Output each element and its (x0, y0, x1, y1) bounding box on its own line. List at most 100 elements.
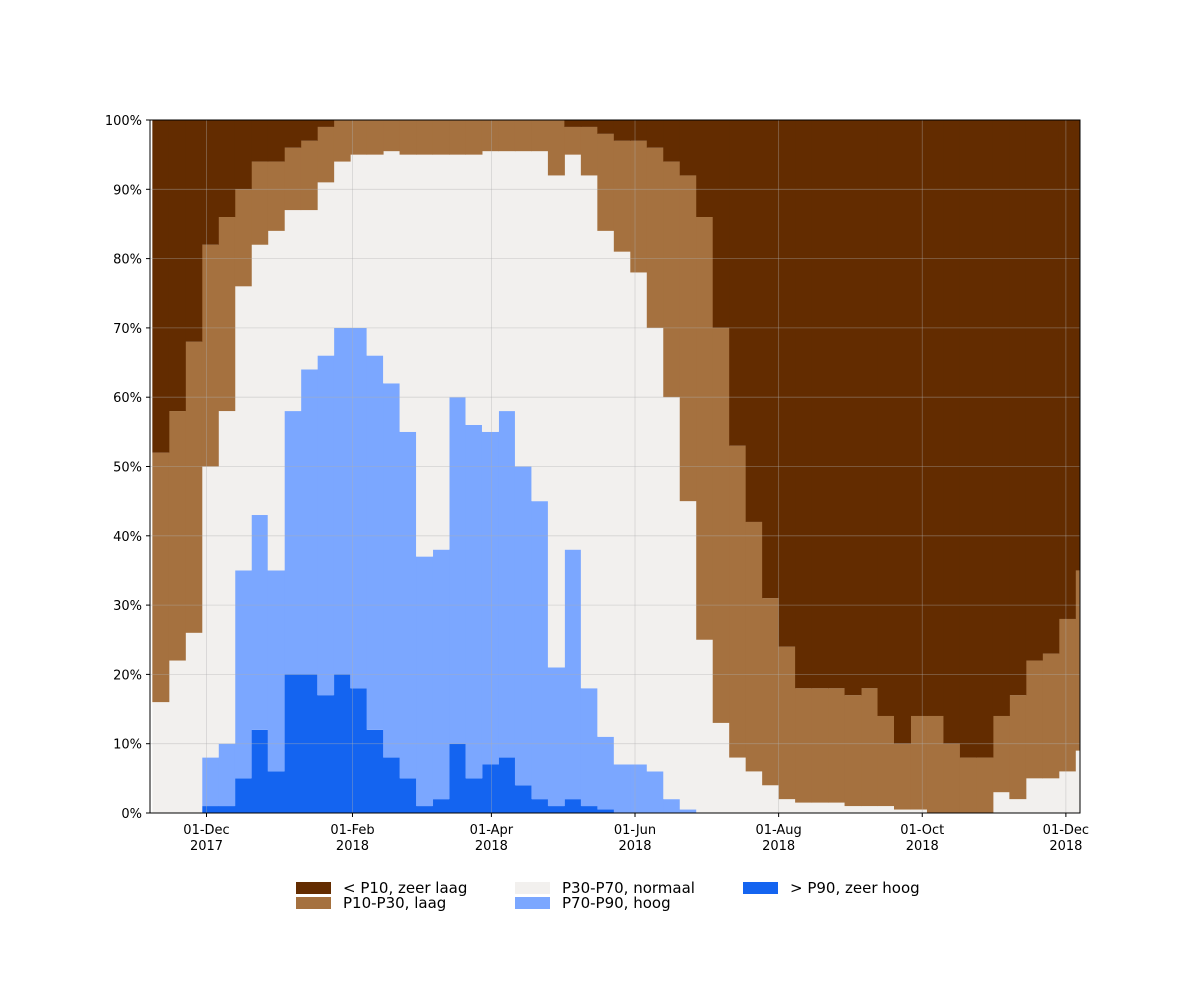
bar-segment (564, 549, 582, 800)
bar-segment (547, 120, 565, 176)
bar-segment (185, 341, 203, 633)
bar-segment (350, 327, 368, 689)
bar-segment (481, 431, 499, 765)
bar-segment (1058, 120, 1076, 619)
y-tick-label: 20% (113, 668, 142, 683)
bar-segment (630, 764, 648, 813)
bar-segment (811, 120, 829, 689)
bar-segment (284, 411, 302, 675)
bar-segment (894, 743, 911, 810)
bar-segment (366, 154, 384, 356)
bar-segment (333, 120, 351, 162)
bar-segment (1009, 695, 1027, 800)
y-tick-label: 40% (113, 530, 142, 545)
bar-segment (597, 230, 615, 737)
bar-segment (861, 120, 879, 689)
bar-segment (1025, 120, 1043, 661)
bar-segment (251, 161, 269, 245)
bar-segment (811, 688, 829, 803)
bar-segment (630, 140, 648, 273)
bar-segment (959, 757, 977, 813)
bar-segment (383, 757, 401, 813)
x-tick-label: 01-Feb 2018 (330, 823, 374, 854)
bar-segment (679, 809, 697, 813)
bar-segment (383, 383, 401, 758)
bar-segment (910, 715, 928, 810)
legend-swatch (743, 882, 778, 894)
bar-segment (992, 792, 1010, 813)
bar-segment (861, 688, 879, 807)
bar-segment (580, 120, 598, 127)
bar-segment (926, 120, 944, 716)
bar-segment (778, 646, 796, 800)
bar-segment (613, 120, 631, 141)
bar-segment (168, 660, 186, 813)
bar-segment (828, 120, 846, 689)
bar-segment (663, 120, 681, 162)
bar-segment (894, 809, 911, 813)
bar-segment (432, 120, 450, 155)
y-tick-label: 60% (113, 391, 142, 406)
bar-segment (152, 702, 170, 813)
bar-segment (416, 154, 434, 557)
bar-segment (416, 806, 434, 813)
bar-segment (844, 806, 862, 813)
bar-segment (514, 120, 532, 152)
bar-segment (630, 272, 648, 765)
bar-segment (811, 802, 829, 813)
bar-segment (267, 230, 285, 571)
bar-segment (1042, 653, 1060, 779)
bar-segment (943, 743, 961, 813)
bar-segment (152, 452, 170, 703)
bar-segment (547, 175, 565, 668)
bar-segment (976, 757, 994, 813)
bar-segment (531, 501, 549, 800)
bar-segment (926, 715, 944, 813)
bar-segment (597, 809, 615, 813)
y-tick-label: 80% (113, 253, 142, 268)
bar-segment (959, 120, 977, 758)
bar-segment (910, 809, 928, 813)
bar-segment (1075, 570, 1080, 751)
bar-segment (613, 251, 631, 765)
bar-segment (218, 120, 236, 218)
bar-segment (531, 151, 549, 502)
bar-segment (333, 327, 351, 675)
bar-segment (745, 120, 763, 522)
bar-segment (465, 120, 483, 155)
bar-segment (251, 729, 269, 813)
bar-segment (646, 120, 664, 148)
bar-segment (234, 286, 252, 571)
bar-segment (696, 120, 714, 218)
bar-segment (712, 722, 730, 813)
x-tick-label: 01-Jun 2018 (614, 823, 656, 854)
x-tick-label: 01-Apr 2018 (470, 823, 514, 854)
bar-segment (234, 570, 252, 779)
bar-segment (416, 556, 434, 807)
bar-segment (1075, 750, 1080, 813)
bar-segment (350, 120, 368, 155)
legend-swatch (515, 882, 550, 894)
bar-segment (498, 120, 516, 152)
legend-swatch (296, 897, 331, 909)
bar-segment (663, 799, 681, 813)
bar-segment (498, 757, 516, 813)
bar-segment (1058, 771, 1076, 813)
bar-segment (350, 688, 368, 813)
bar-segment (317, 695, 335, 813)
bar-segment (300, 120, 318, 141)
bar-segment (1058, 618, 1076, 772)
x-tick-label: 01-Dec 2017 (183, 823, 229, 854)
bar-segment (481, 151, 499, 432)
bar-segment (564, 799, 582, 813)
bar-segment (580, 175, 598, 689)
x-tick-label: 01-Dec 2018 (1043, 823, 1089, 854)
bar-segment (547, 806, 565, 813)
bar-segment (976, 120, 994, 758)
bar-segment (828, 802, 846, 813)
legend-label: > P90, zeer hoog (790, 879, 920, 897)
bar-segment (185, 120, 203, 342)
legend-label: P10-P30, laag (343, 894, 446, 912)
bar-segment (712, 327, 730, 723)
